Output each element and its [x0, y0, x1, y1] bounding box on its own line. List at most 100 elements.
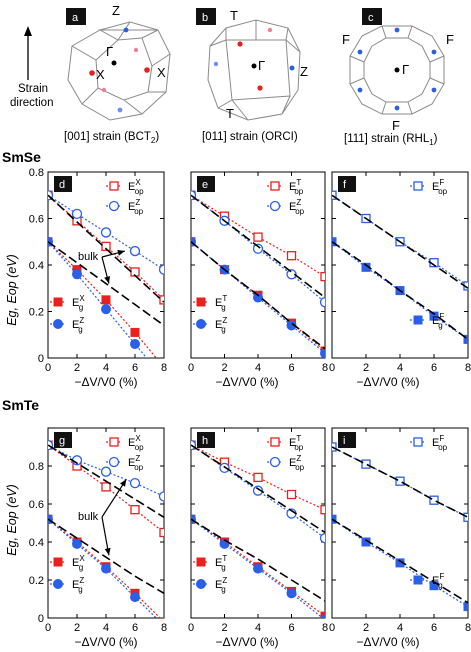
y-tick-label: 0.4	[29, 537, 44, 549]
legend-label: EZ g	[215, 316, 227, 334]
bz-point-label: F	[392, 118, 400, 133]
series-line-ETg	[191, 518, 325, 617]
x-axis-label: −ΔV/V0 (%)	[74, 635, 137, 649]
x-tick-label: 6	[132, 622, 138, 634]
legend-label: EF op	[432, 178, 448, 196]
data-point	[253, 232, 263, 242]
panel-tag-bg	[54, 176, 72, 192]
x-tick-label: 6	[132, 362, 138, 374]
legend-label: ET g	[215, 554, 227, 572]
bz-point-label: X	[96, 67, 105, 82]
data-point	[71, 208, 83, 220]
x-tick-label: 4	[255, 362, 261, 374]
x-tick-label: 4	[103, 622, 109, 634]
bz-point-label: F	[342, 32, 350, 47]
x-axis-label: −ΔV/V0 (%)	[356, 375, 419, 389]
series-line-EXg	[48, 241, 158, 358]
bz-point-label: Γ	[106, 44, 113, 59]
x-axis-label: −ΔV/V0 (%)	[215, 635, 278, 649]
x-tick-label: 4	[103, 362, 109, 374]
strain-arrow-icon	[24, 26, 32, 36]
x-tick-label: 2	[74, 362, 80, 374]
legend-marker	[269, 456, 281, 468]
panel-tag-bg	[197, 432, 215, 448]
bz-point-label: Γ	[402, 62, 409, 77]
series-line-EFg	[332, 241, 468, 340]
x-tick-label: 6	[431, 362, 437, 374]
chart-panel-d: d 0 2 4 6 8 0 0.2 0.4 0.6 0.8 EX op EZ op EX g EZ g	[29, 167, 167, 374]
data-point	[158, 264, 164, 275]
y-tick-label: 0.2	[29, 575, 44, 587]
legend-label: ET op	[289, 434, 304, 452]
y-tick-label: 0.8	[29, 167, 44, 179]
data-point	[463, 334, 468, 344]
x-tick-label: 4	[397, 362, 403, 374]
legend-label: EZ op	[128, 198, 144, 216]
legend-label: EF g	[432, 312, 444, 330]
chart-panel-f: f 0 2 4 6 8 EF op EF g	[329, 171, 471, 374]
data-point	[253, 563, 263, 574]
bulk-line	[191, 518, 325, 602]
series-line-ETop	[191, 444, 325, 511]
legend-marker	[53, 579, 63, 589]
y-tick-label: 0.6	[29, 214, 44, 226]
bz-point-label: F	[446, 32, 454, 47]
x-tick-label: 8	[161, 362, 167, 374]
legend-marker	[108, 200, 120, 212]
data-point	[286, 489, 297, 500]
arrow-head-icon	[117, 249, 125, 256]
plot-frame	[331, 171, 469, 359]
series-group	[48, 190, 164, 358]
bz-caption-b: [011] strain (ORCI)	[202, 131, 298, 143]
data-point	[320, 271, 325, 282]
chart-panel-g: g 0 2 4 6 8 0 0.2 0.4 0.6 0.8 EX op EZ op EX g EZ g	[29, 427, 167, 634]
panel-tag: e	[202, 179, 208, 191]
plot-frame	[190, 171, 326, 359]
legend-marker	[270, 437, 280, 447]
data-point	[101, 482, 111, 492]
bz-point-label: Γ	[258, 58, 265, 73]
legend-marker	[413, 575, 423, 585]
panel-tag: i	[343, 435, 345, 447]
arrow-head-icon	[119, 479, 127, 487]
x-tick-label: 6	[288, 622, 294, 634]
legend-marker	[413, 437, 423, 447]
legend-marker	[413, 315, 423, 325]
data-point	[286, 320, 297, 331]
bz-point-label: T	[230, 8, 238, 23]
bz-panel-a: a Z Γ X X [001] strain (BC	[64, 3, 171, 145]
plot-frame	[47, 171, 165, 359]
x-tick-label: 8	[322, 362, 328, 374]
panel-tag-b: b	[202, 12, 208, 24]
data-point	[159, 295, 164, 305]
x-tick-label: 0	[329, 622, 335, 634]
x-tick-label: 8	[161, 622, 167, 634]
bulk-line	[332, 194, 468, 289]
x-tick-label: 0	[329, 362, 335, 374]
data-point	[320, 348, 325, 358]
bz-panel-b: b T Γ Z T [011] strain (	[196, 8, 308, 143]
legend-label: EX op	[128, 434, 144, 452]
series-line-EXg	[48, 518, 161, 618]
data-point	[332, 514, 337, 524]
legend-label: EX g	[72, 554, 85, 572]
series-line-EXop	[48, 444, 164, 533]
legend-marker	[196, 579, 206, 589]
legend-label: ET op	[289, 178, 304, 196]
legend-label: EZ op	[289, 198, 305, 216]
panel-tag: h	[202, 435, 208, 447]
panel-tag-bg	[338, 432, 356, 448]
panel-tag: g	[59, 435, 65, 447]
x-tick-label: 2	[74, 622, 80, 634]
bulk-arrow	[101, 478, 127, 518]
bz-point-label: Z	[112, 3, 120, 18]
x-tick-label: 8	[465, 622, 471, 634]
row-label-smse: SmSe	[2, 149, 41, 165]
x-tick-label: 0	[45, 362, 51, 374]
data-point	[129, 477, 141, 489]
legend-marker	[196, 319, 206, 329]
data-point	[286, 588, 297, 599]
data-point	[253, 472, 263, 483]
